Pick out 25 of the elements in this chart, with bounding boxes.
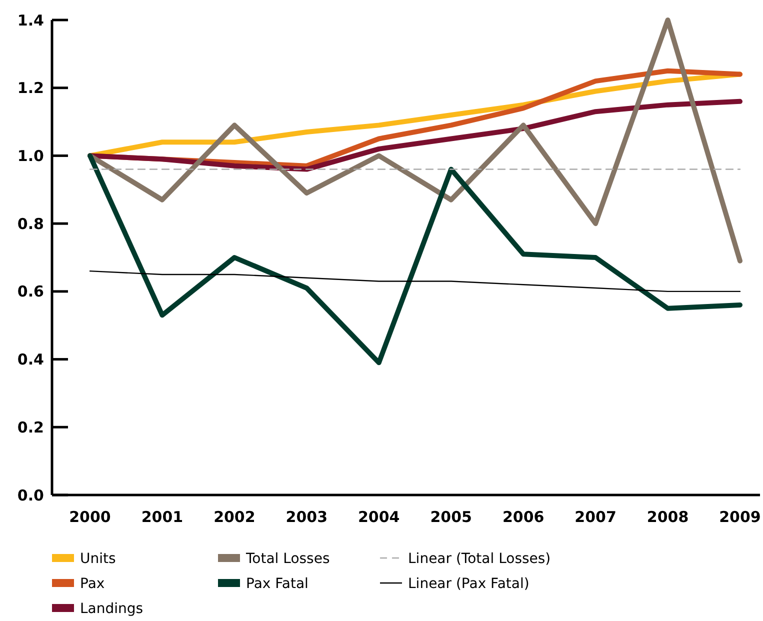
- y-tick-label: 0.0: [17, 486, 44, 504]
- legend-label: Linear (Total Losses): [408, 551, 551, 567]
- legend-label: Pax Fatal: [246, 576, 308, 592]
- y-tick-label: 1.4: [17, 11, 44, 30]
- x-tick-label: 2000: [69, 508, 111, 526]
- x-tick-label: 2001: [141, 508, 184, 526]
- legend-label: Total Losses: [245, 551, 330, 567]
- x-tick-label: 2004: [358, 508, 400, 526]
- x-tick-label: 2002: [214, 508, 256, 526]
- y-tick-label: 1.0: [17, 146, 44, 165]
- y-tick-label: 0.2: [17, 418, 44, 436]
- y-tick-label: 0.6: [17, 282, 44, 301]
- y-tick-label: 1.2: [17, 79, 44, 98]
- x-tick-label: 2009: [719, 508, 761, 526]
- legend-label: Landings: [80, 601, 144, 617]
- x-tick-label: 2006: [502, 508, 544, 526]
- legend-label: Linear (Pax Fatal): [408, 576, 530, 592]
- legend-label: Pax: [80, 576, 105, 592]
- x-tick-label: 2005: [430, 508, 472, 526]
- legend-label: Units: [80, 551, 116, 567]
- y-tick-label: 0.8: [17, 214, 44, 233]
- x-tick-label: 2008: [646, 508, 689, 526]
- x-tick-label: 2003: [286, 508, 328, 526]
- y-tick-label: 0.4: [17, 350, 44, 369]
- x-tick-label: 2007: [574, 508, 616, 526]
